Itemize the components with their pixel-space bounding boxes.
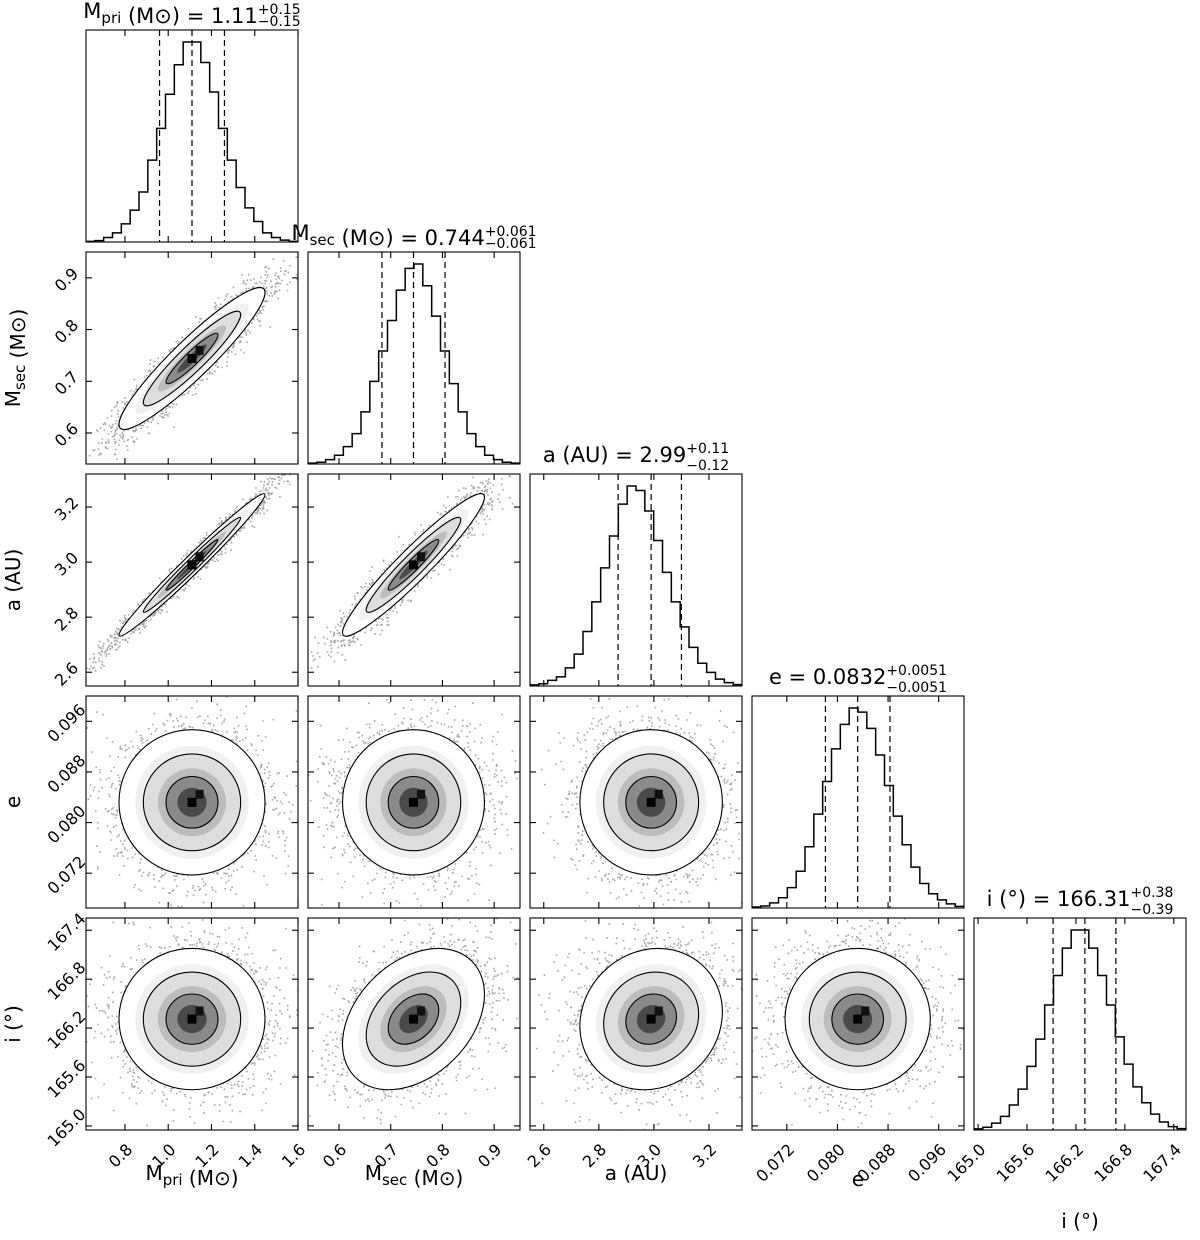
axes-frame bbox=[751, 695, 965, 909]
histogram-i bbox=[974, 929, 1186, 1130]
title-minus-i: −0.39 bbox=[1130, 902, 1173, 918]
title-msec: Msec (M⊙) = 0.744+0.061 bbox=[291, 221, 536, 250]
axes-frame bbox=[973, 917, 1187, 1131]
axes-frame bbox=[307, 695, 521, 909]
x-tick-label: 166.2 bbox=[1041, 1140, 1087, 1186]
x-tick-label: 0.072 bbox=[752, 1140, 798, 1186]
title-i: i (°) = 166.31+0.38 bbox=[987, 885, 1174, 911]
title-minus-msec: −0.061 bbox=[485, 236, 537, 252]
y-tick-label: 0.080 bbox=[44, 801, 90, 847]
x-axis-label-a: a (AU) bbox=[605, 1161, 668, 1185]
title-mpri: Mpri (M⊙) = 1.11+0.15 bbox=[83, 0, 300, 28]
y-tick-label: 0.6 bbox=[51, 419, 82, 450]
histogram-a bbox=[530, 485, 742, 686]
x-tick-label: 2.6 bbox=[524, 1140, 555, 1171]
axes-frame bbox=[85, 473, 299, 687]
hist-panel-a: a (AU) = 2.99+0.11−0.12 bbox=[529, 441, 743, 687]
hist-panel-msec: Msec (M⊙) = 0.744+0.061−0.061 bbox=[291, 221, 537, 465]
x-tick-label: 1.6 bbox=[278, 1140, 309, 1171]
title-minus-a: −0.12 bbox=[686, 458, 729, 474]
axes-frame bbox=[85, 251, 299, 465]
x-tick-label: 0.096 bbox=[904, 1140, 950, 1186]
y-axis-label-e: e bbox=[1, 796, 25, 808]
axes-frame bbox=[307, 251, 521, 465]
y-tick-label: 166.8 bbox=[44, 958, 90, 1004]
scatter-panel-msec-vs-mpri: 0.6 0.7 0.8 0.9 bbox=[51, 251, 299, 465]
x-tick-label: 3.2 bbox=[689, 1140, 720, 1171]
y-tick-label: 167.4 bbox=[44, 909, 90, 955]
y-axis-label-a: a (AU) bbox=[1, 549, 25, 612]
axes-frame bbox=[85, 917, 299, 1131]
title-minus-mpri: −0.15 bbox=[258, 14, 301, 30]
y-tick-label: 0.8 bbox=[51, 316, 82, 347]
x-axis-label-i: i (°) bbox=[1061, 1209, 1099, 1233]
scatter-panel-i-vs-a: 2.6 2.8 3.0 3.2 bbox=[524, 917, 743, 1171]
x-tick-label: 1.4 bbox=[235, 1140, 266, 1171]
scatter-panel-i-vs-msec: 0.6 0.7 0.8 0.9 bbox=[307, 917, 521, 1171]
y-tick-label: 0.9 bbox=[51, 264, 82, 295]
y-tick-label: 2.8 bbox=[51, 603, 82, 634]
x-axis-label-e: e bbox=[852, 1167, 864, 1191]
axes-frame bbox=[529, 473, 743, 687]
hist-panel-e: e = 0.0832+0.0051−0.0051 bbox=[751, 663, 965, 909]
x-tick-label: 165.6 bbox=[992, 1140, 1038, 1186]
title-e: e = 0.0832+0.0051 bbox=[769, 663, 947, 689]
axes-frame bbox=[529, 695, 743, 909]
title-a: a (AU) = 2.99+0.11 bbox=[543, 441, 729, 467]
axes-frame bbox=[85, 29, 299, 243]
y-tick-label: 0.072 bbox=[44, 852, 90, 898]
axes-frame bbox=[307, 917, 521, 1131]
y-tick-label: 166.2 bbox=[44, 1007, 90, 1053]
hist-panel-mpri: Mpri (M⊙) = 1.11+0.15−0.15 bbox=[83, 0, 301, 243]
axes-frame bbox=[529, 917, 743, 1131]
scatter-panel-a-vs-mpri: 2.6 2.8 3.0 3.2 bbox=[51, 473, 299, 690]
axes-frame bbox=[307, 473, 521, 687]
scatter-panel-a-vs-msec bbox=[307, 473, 521, 687]
y-tick-label: 3.0 bbox=[51, 548, 82, 579]
title-minus-e: −0.0051 bbox=[886, 680, 947, 696]
x-tick-label: 165.0 bbox=[944, 1140, 990, 1186]
y-tick-label: 0.088 bbox=[44, 751, 90, 797]
y-tick-label: 165.6 bbox=[44, 1056, 90, 1102]
scatter-panel-e-vs-msec bbox=[307, 695, 521, 909]
y-axis-label-msec: Msec (M⊙) bbox=[1, 309, 30, 408]
axes-frame bbox=[85, 695, 299, 909]
x-tick-label: 0.9 bbox=[474, 1140, 505, 1171]
y-tick-label: 0.096 bbox=[44, 700, 90, 746]
y-tick-label: 165.0 bbox=[44, 1105, 90, 1151]
x-tick-label: 167.4 bbox=[1139, 1140, 1185, 1186]
x-tick-label: 0.6 bbox=[319, 1140, 350, 1171]
y-tick-label: 3.2 bbox=[51, 493, 82, 524]
x-axis-label-msec: Msec (M⊙) bbox=[365, 1161, 464, 1190]
x-tick-label: 0.080 bbox=[803, 1140, 849, 1186]
x-axis-label-mpri: Mpri (M⊙) bbox=[145, 1161, 238, 1190]
x-tick-label: 0.8 bbox=[105, 1140, 136, 1171]
scatter-panel-e-vs-a bbox=[529, 695, 743, 909]
y-tick-label: 0.7 bbox=[51, 367, 82, 398]
hist-panel-i: i (°) = 166.31+0.38 165.0 165.6 166.2 166.8 1… bbox=[944, 885, 1187, 1186]
x-tick-label: 166.8 bbox=[1090, 1140, 1136, 1186]
y-tick-label: 2.6 bbox=[51, 658, 82, 689]
y-axis-label-i: i (°) bbox=[1, 1005, 25, 1043]
axes-frame bbox=[751, 917, 965, 1131]
